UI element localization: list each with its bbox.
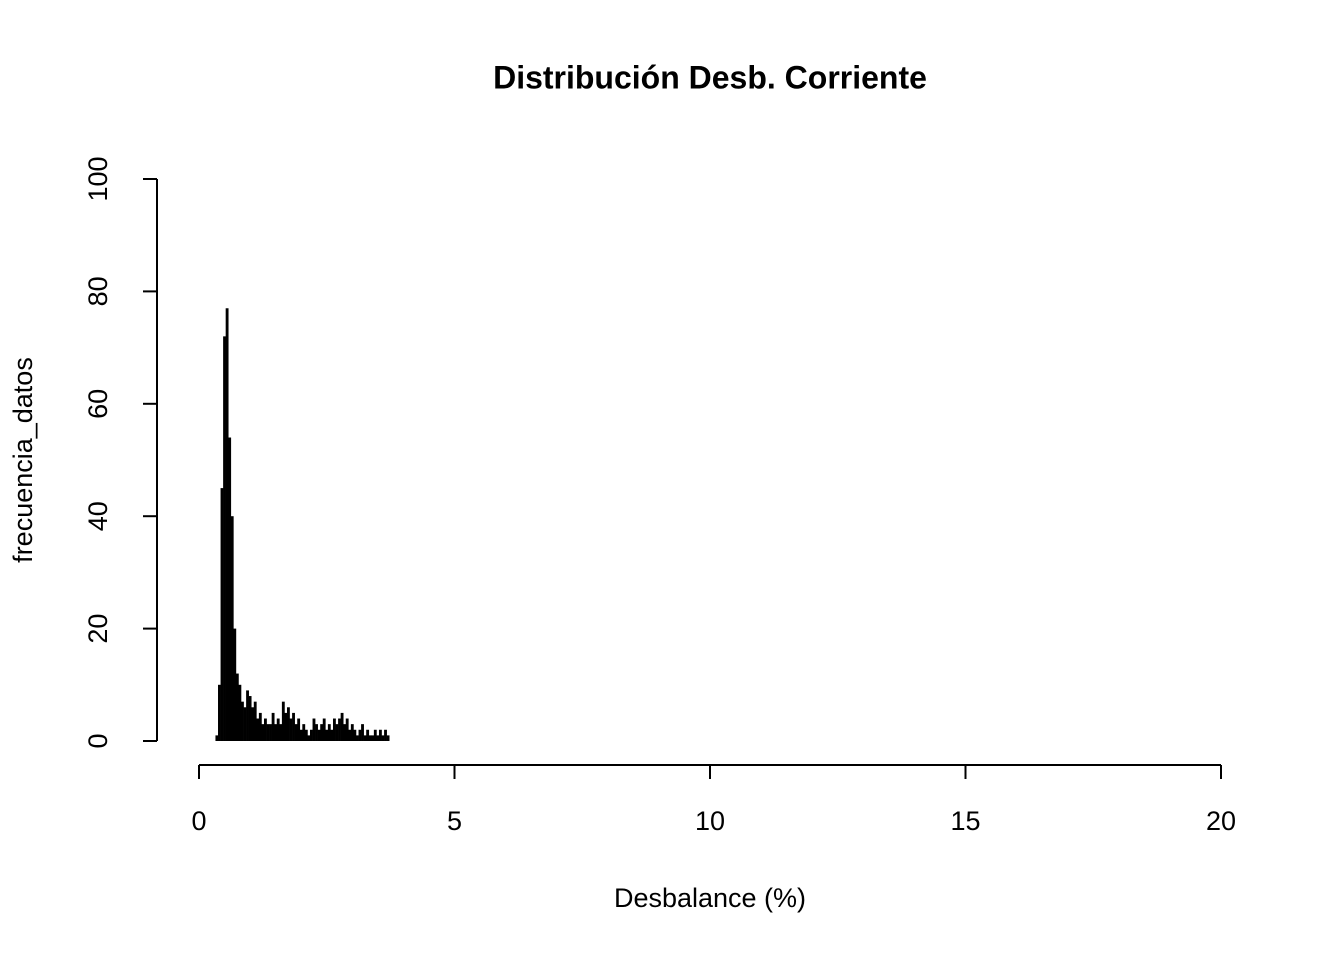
y-tick-label: 40 bbox=[83, 501, 113, 531]
bar bbox=[371, 735, 375, 741]
bar bbox=[294, 724, 298, 741]
bar bbox=[376, 735, 380, 741]
bar bbox=[241, 701, 244, 741]
x-tick-label: 15 bbox=[950, 806, 980, 836]
bar bbox=[340, 712, 344, 741]
bar bbox=[348, 729, 352, 741]
bar bbox=[366, 729, 370, 741]
bar bbox=[335, 724, 339, 741]
bar bbox=[251, 707, 255, 741]
bar bbox=[256, 718, 260, 741]
bar bbox=[230, 516, 234, 741]
bar bbox=[276, 718, 280, 741]
bar bbox=[350, 724, 354, 741]
bar bbox=[261, 724, 265, 741]
bar bbox=[220, 488, 224, 741]
bar bbox=[386, 735, 390, 741]
bar bbox=[378, 729, 382, 741]
bar bbox=[286, 707, 290, 741]
bar bbox=[325, 729, 329, 741]
bar bbox=[304, 729, 308, 741]
chart-title: Distribución Desb. Corriente bbox=[493, 59, 927, 95]
bar bbox=[248, 696, 252, 741]
bar bbox=[384, 729, 387, 741]
bar bbox=[307, 735, 311, 741]
bar bbox=[258, 712, 262, 741]
bar bbox=[266, 724, 270, 741]
bar bbox=[381, 735, 385, 741]
bar bbox=[297, 718, 301, 741]
bar bbox=[312, 718, 316, 741]
bar bbox=[332, 718, 336, 741]
bar bbox=[330, 729, 334, 741]
bar bbox=[317, 729, 321, 741]
bar bbox=[289, 718, 293, 741]
x-tick-label: 20 bbox=[1206, 806, 1236, 836]
bar bbox=[228, 437, 232, 741]
y-tick-label: 80 bbox=[83, 276, 113, 306]
bar bbox=[223, 336, 226, 741]
bar bbox=[327, 724, 331, 741]
bar bbox=[218, 684, 221, 741]
x-tick-label: 0 bbox=[191, 806, 206, 836]
bar bbox=[253, 701, 257, 741]
bar bbox=[284, 712, 288, 741]
bar bbox=[361, 724, 364, 741]
bar bbox=[353, 729, 357, 741]
bar bbox=[299, 729, 303, 741]
bar bbox=[343, 724, 347, 741]
bar bbox=[281, 701, 285, 741]
bar bbox=[363, 735, 367, 741]
y-tick-label: 60 bbox=[83, 389, 113, 419]
bar bbox=[269, 724, 272, 741]
x-tick-label: 5 bbox=[447, 806, 462, 836]
bar bbox=[215, 735, 219, 741]
x-axis-label: Desbalance (%) bbox=[614, 883, 806, 913]
bar bbox=[274, 724, 278, 741]
y-tick-label: 100 bbox=[83, 156, 113, 201]
bar bbox=[368, 735, 372, 741]
bar bbox=[238, 684, 242, 741]
x-tick-label: 10 bbox=[695, 806, 725, 836]
bar bbox=[309, 729, 313, 741]
bar bbox=[243, 707, 247, 741]
bar bbox=[225, 308, 229, 741]
bar bbox=[292, 712, 295, 741]
bar bbox=[246, 690, 249, 741]
bar bbox=[358, 729, 362, 741]
bar bbox=[338, 718, 341, 741]
y-axis-label: frecuencia_datos bbox=[8, 357, 38, 563]
bar bbox=[320, 724, 324, 741]
bar bbox=[345, 718, 349, 741]
bar bbox=[233, 628, 237, 741]
bar bbox=[315, 724, 318, 741]
bar bbox=[264, 718, 267, 741]
bar bbox=[271, 712, 275, 741]
y-tick-label: 20 bbox=[83, 614, 113, 644]
bar bbox=[322, 718, 326, 741]
bar bbox=[373, 729, 377, 741]
bar bbox=[279, 724, 283, 741]
bar bbox=[235, 673, 239, 741]
bar bbox=[355, 735, 359, 741]
y-tick-label: 0 bbox=[83, 733, 113, 748]
bar bbox=[302, 724, 306, 741]
